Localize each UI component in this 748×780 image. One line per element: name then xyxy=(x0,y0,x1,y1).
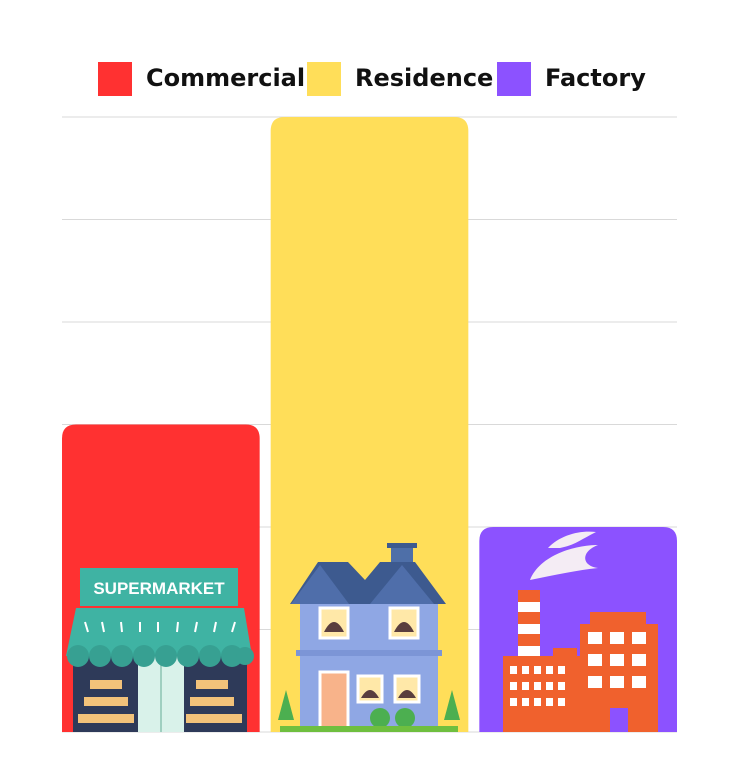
factory-icon xyxy=(503,531,658,732)
legend-label: Factory xyxy=(545,64,646,92)
supermarket-icon: SUPERMARKET xyxy=(66,568,254,732)
legend: Commercial Residence Factory xyxy=(98,62,646,96)
legend-label: Commercial xyxy=(146,64,305,92)
legend-label: Residence xyxy=(355,64,493,92)
house-icon xyxy=(278,543,460,732)
legend-swatch xyxy=(307,62,341,96)
legend-swatch xyxy=(497,62,531,96)
supermarket-sign-text: SUPERMARKET xyxy=(93,579,225,598)
legend-swatch xyxy=(98,62,132,96)
